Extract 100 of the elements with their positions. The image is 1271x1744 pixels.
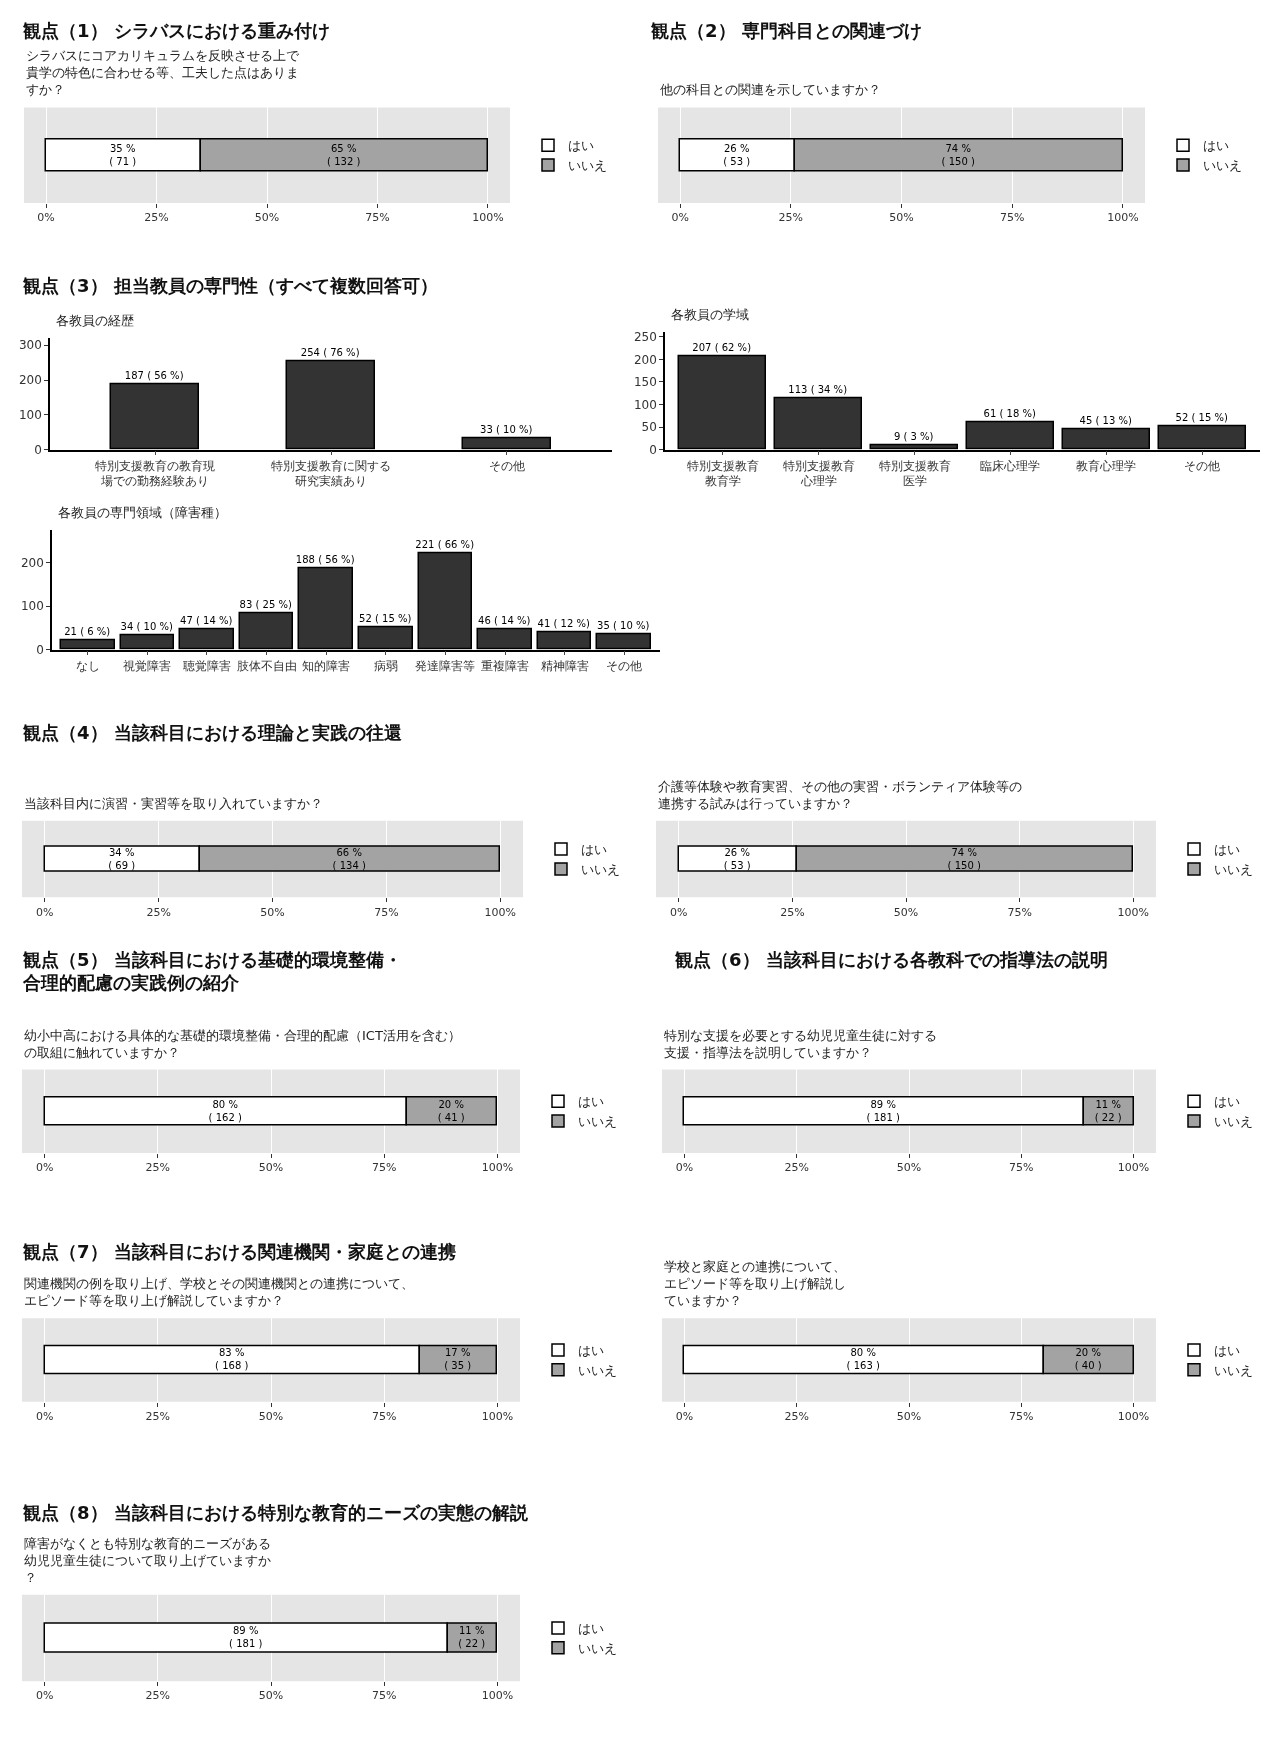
y-tick-label: 200 [18,373,42,388]
x-tick-label: 75% [371,1409,397,1423]
data-label: 46 ( 14 %) [478,614,531,626]
x-tick-label: 25% [784,1161,809,1175]
y-tick-label: 150 [633,375,657,390]
chart-subtitle: 特別な支援を必要とする幼児児童生徒に対する支援・指導法を説明していますか？ [664,1028,937,1060]
x-tick-label: 50% [258,1161,284,1175]
chart-subtitle: 各教員の経歴 [56,313,134,328]
data-label: 254 ( 76 %) [300,346,360,358]
x-tick-label: 50% [258,1689,284,1703]
x-tick-label: 25% [146,905,171,919]
y-tick-label: 0 [34,442,42,457]
x-tick-label: 50% [893,905,919,919]
x-tick-label: 0% [35,1161,54,1175]
x-tick-label: 75% [999,211,1025,225]
x-tick-label: 50% [254,211,280,225]
data-label: 80 % ( 163 ) [846,1347,880,1372]
x-tick-label: 75% [371,1689,397,1703]
chart-title: 観点（8） 当該科目における特別な教育的ニーズの実態の解説 [22,1502,529,1523]
y-tick-label: 300 [18,338,42,353]
x-tick-label: なし [75,658,100,673]
data-label: 188 ( 56 %) [295,553,355,565]
y-tick-label: 100 [20,599,44,614]
y-tick-label: 50 [641,420,657,435]
data-label: 20 % ( 41 ) [437,1098,465,1123]
chart-subtitle: 障害がなくとも特別な教育的ニーズがある幼児児童生徒について取り上げていますか？ [24,1536,271,1585]
x-tick-label: 75% [371,1161,397,1175]
x-tick-label: 100% [484,905,516,919]
data-label: 52 ( 15 %) [1175,411,1228,423]
data-label: 26 % ( 53 ) [723,142,751,167]
data-label: 47 ( 14 %) [180,614,233,626]
legend-label: いいえ [568,158,607,174]
x-tick-label: 0% [35,1689,54,1703]
x-tick-label: 50% [258,1409,284,1423]
x-tick-label: その他 [1184,458,1221,473]
x-tick-label: 100% [481,1689,514,1703]
legend-label: いいえ [578,1640,617,1656]
x-tick-label: 50% [260,905,285,919]
data-label: 74 % ( 150 ) [941,142,975,167]
data-label: 9 ( 3 %) [893,430,934,442]
data-label: 26 % ( 53 ) [723,846,751,871]
x-tick-label: 特別支援教育に関する研究実績あり [271,458,391,489]
data-label: 34 % ( 69 ) [108,846,136,871]
chart-title: 観点（4） 当該科目における理論と実践の往還 [22,722,402,743]
legend-label: はい [578,1342,604,1358]
data-label: 52 ( 15 %) [359,612,412,624]
x-tick-label: 25% [144,211,169,225]
data-label: 34 ( 10 %) [120,620,173,632]
x-tick-label: 25% [145,1409,171,1423]
x-tick-label: 0% [670,905,688,919]
x-tick-label: 0% [671,211,689,225]
legend-label: はい [581,842,607,858]
y-tick-label: 0 [649,442,657,457]
x-tick-label: 50% [896,1161,922,1175]
x-tick-label: 発達障害等 [415,658,476,673]
x-tick-label: 75% [374,905,399,919]
legend-label: はい [578,1094,604,1110]
data-label: 74 % ( 150 ) [947,846,981,871]
chart-subtitle: 各教員の学域 [671,307,749,322]
x-tick-label: 0% [36,905,54,919]
x-tick-label: 100% [472,211,504,225]
x-tick-label: 視覚障害 [123,658,172,673]
x-tick-label: 25% [784,1409,809,1423]
x-tick-label: 0% [35,1409,54,1423]
text: はい [1214,842,1240,858]
x-tick-label: 75% [1007,905,1032,919]
chart-title: 観点（5） 当該科目における基礎的環境整備・合理的配慮の実践例の紹介 [22,949,402,994]
text: いいえ [578,1114,617,1130]
chart-subtitle: 介護等体験や教育実習、その他の実習・ボランティア体験等の連携する試みは行っていますか？ [658,779,1022,811]
data-label: 80 % ( 162 ) [208,1098,242,1123]
data-label: 21 ( 6 %) [64,625,111,637]
data-label: 33 ( 10 %) [480,423,533,435]
x-tick-label: 特別支援教育心理学 [782,458,855,489]
y-tick-label: 250 [633,330,657,345]
x-tick-label: 0% [37,211,55,225]
x-tick-label: 100% [1117,1161,1150,1175]
x-tick-label: 臨床心理学 [980,458,1041,473]
y-tick-label: 100 [18,408,42,423]
x-tick-label: 50% [896,1409,922,1423]
x-tick-label: 75% [1009,1409,1034,1423]
chart-title: 観点（3） 担当教員の専門性（すべて複数回答可） [22,275,438,296]
chart-subtitle: 幼小中高における具体的な基礎的環境整備・合理的配慮（ICT活用を含む）の取組に触れていますか？ [24,1028,461,1060]
legend-label: はい [1203,138,1229,154]
legend-label: いいえ [1214,1362,1253,1378]
chart-subtitle: 各教員の専門領域（障害種） [58,505,227,520]
x-tick-label: 肢体不自由 [236,658,297,673]
x-tick-label: 特別支援教育医学 [878,458,951,489]
x-tick-label: 100% [1117,1409,1150,1423]
data-label: 65 % ( 132 ) [327,142,361,167]
x-tick-label: 知的障害 [302,658,351,673]
y-tick-label: 100 [633,397,657,412]
data-label: 187 ( 56 %) [124,369,184,381]
legend-label: はい [578,1621,604,1637]
data-label: 35 % ( 71 ) [109,142,137,167]
data-label: 20 % ( 40 ) [1074,1347,1102,1372]
legend-label: いいえ [1203,158,1242,174]
data-label: 66 % ( 134 ) [332,846,366,871]
x-tick-label: 75% [1009,1161,1034,1175]
chart-subtitle: シラバスにコアカリキュラムを反映させる上で貴学の特色に合わせる等、工夫した点はありますか？ [26,48,300,97]
y-tick-label: 0 [36,642,44,657]
